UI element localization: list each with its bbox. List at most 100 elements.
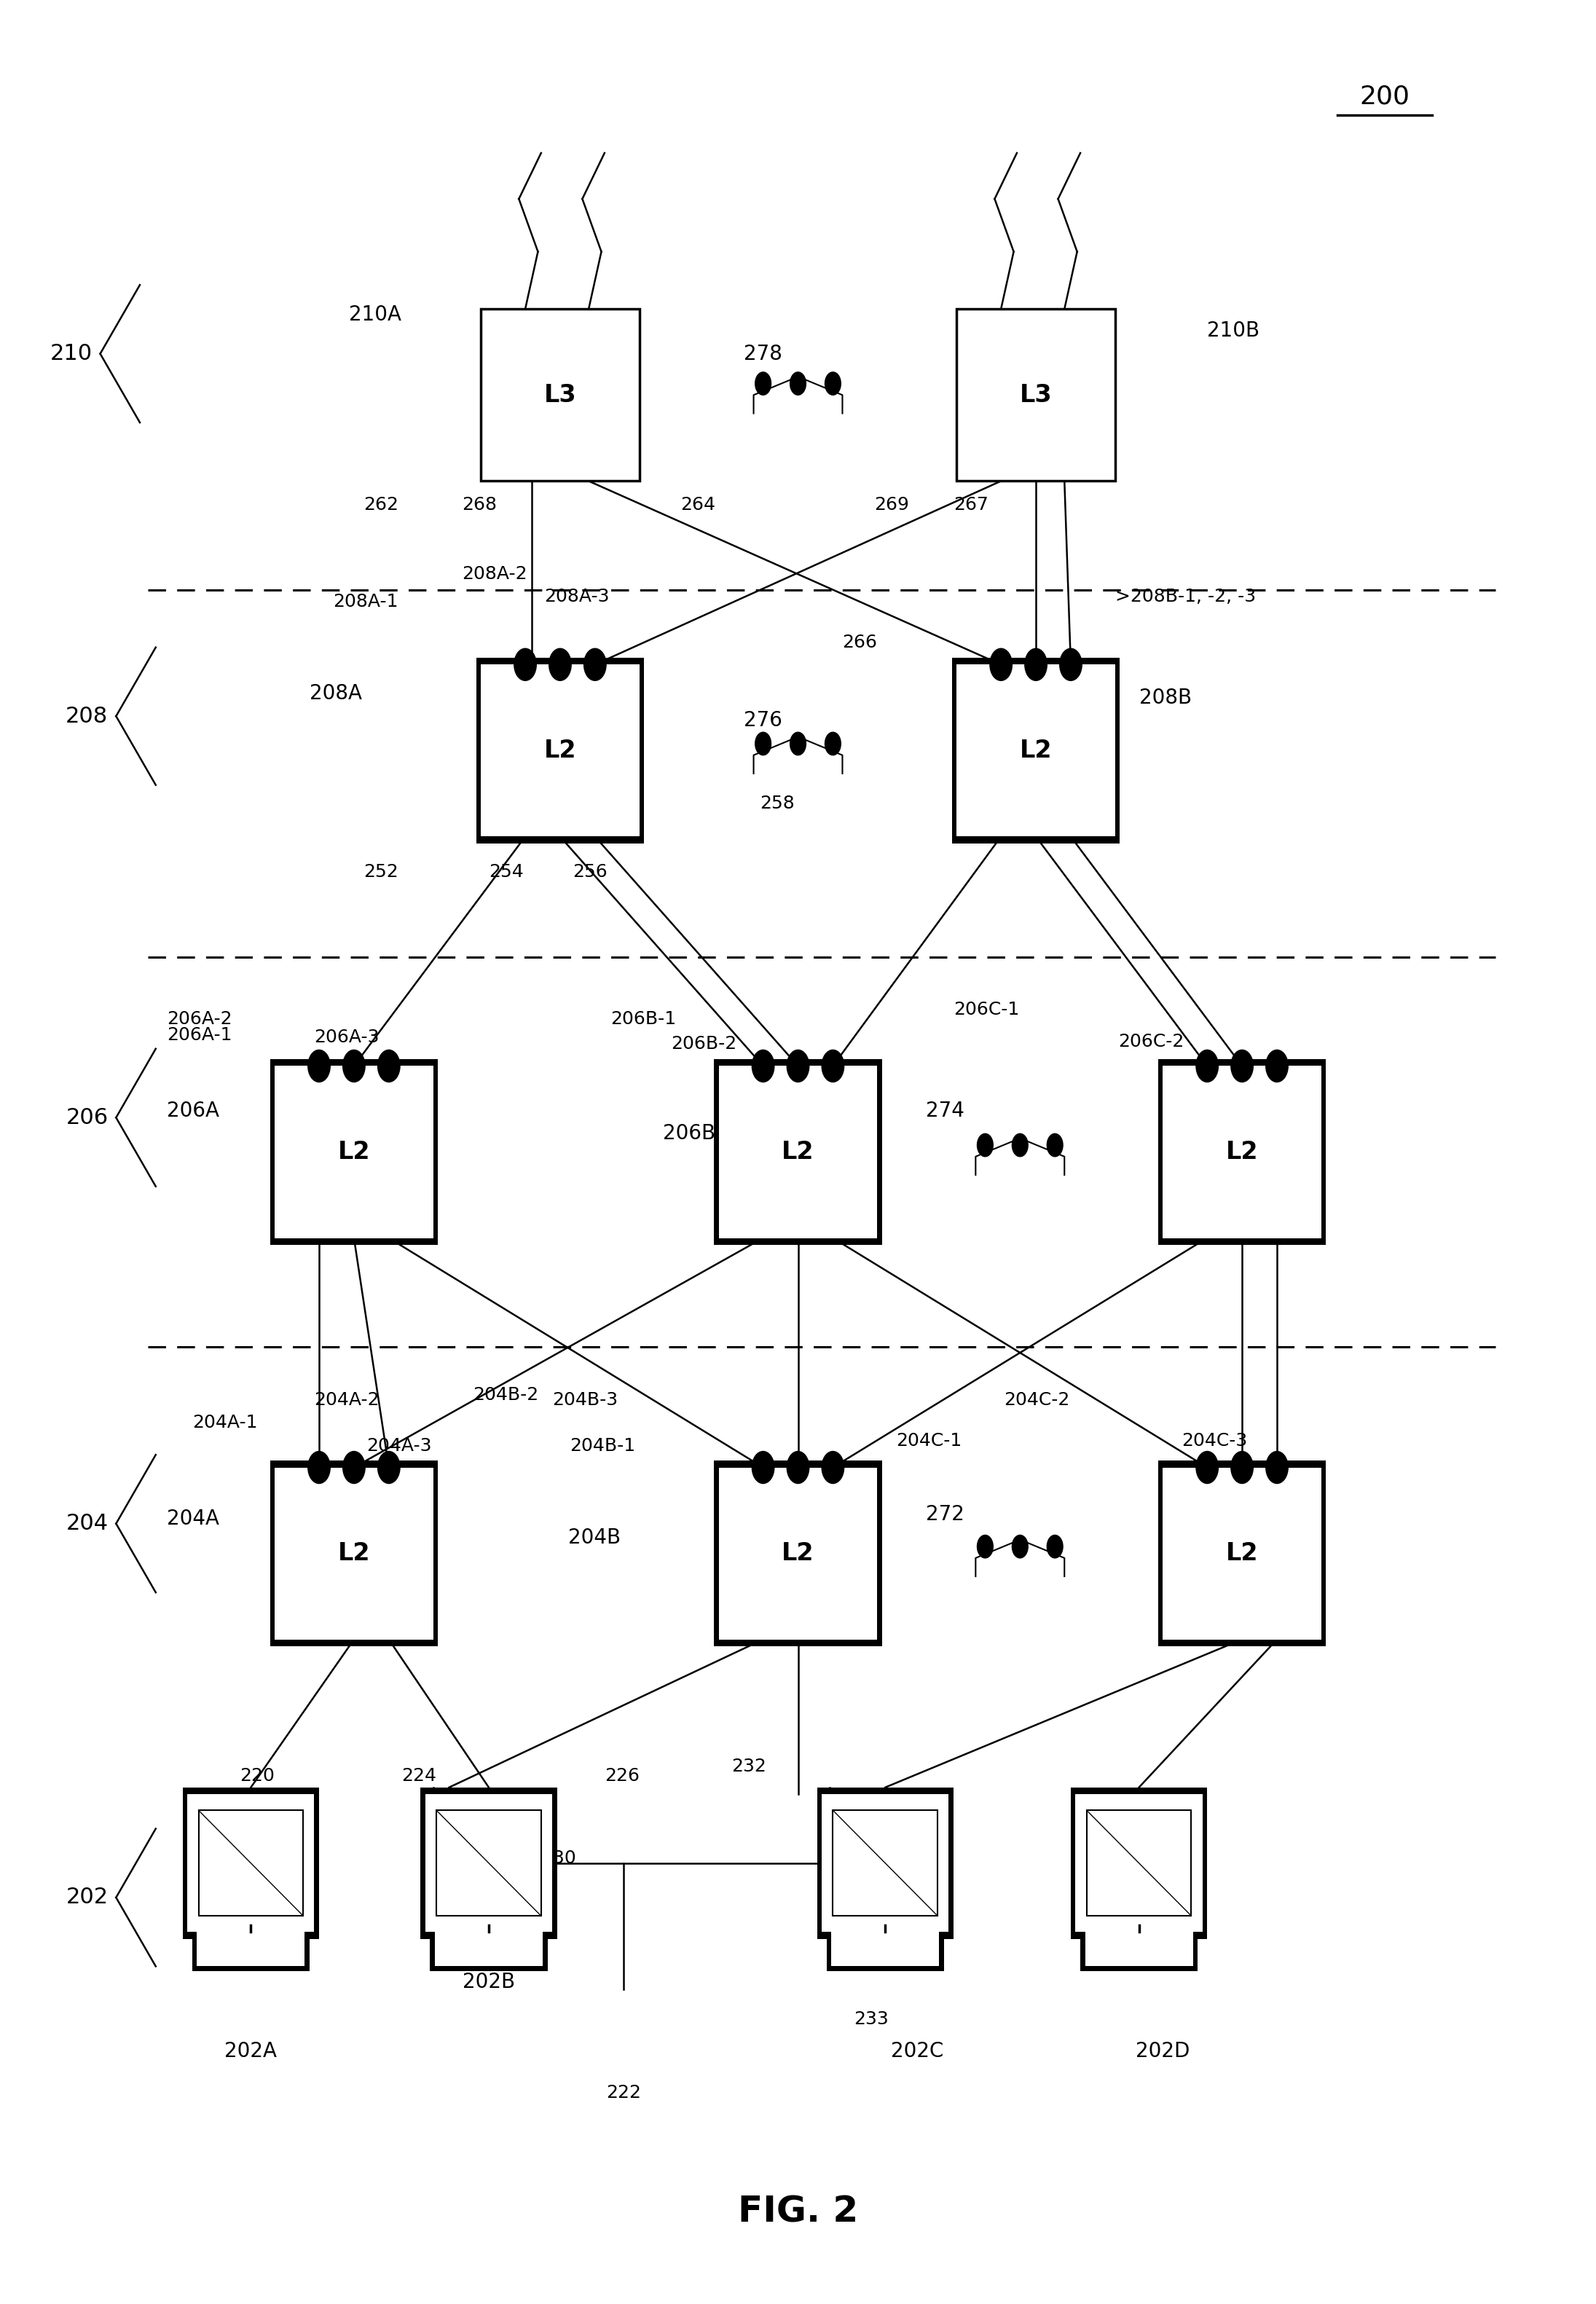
Circle shape [787,1051,809,1083]
Circle shape [1025,647,1047,680]
Text: 208: 208 [65,705,109,726]
Text: 208B: 208B [1140,687,1192,707]
Bar [480,664,640,836]
Bar [817,1788,953,1938]
Bar [270,1060,437,1244]
Circle shape [1047,1134,1063,1157]
Text: 226: 226 [605,1767,640,1786]
Bar [1087,1811,1191,1917]
Text: 254: 254 [488,864,523,880]
Circle shape [825,371,841,394]
Text: FIG. 2: FIG. 2 [737,2193,859,2230]
Bar [956,309,1116,482]
Text: 206: 206 [65,1106,109,1129]
Text: 204C-2: 204C-2 [1004,1392,1069,1408]
Bar [1085,1933,1192,1965]
Text: 252: 252 [364,864,399,880]
Text: 208A-1: 208A-1 [334,592,399,611]
Circle shape [755,371,771,394]
Text: 206B: 206B [662,1124,715,1143]
Bar [425,1795,552,1933]
Bar [1159,1060,1326,1244]
Text: 202A: 202A [225,2041,278,2062]
Circle shape [822,1051,844,1083]
Bar [832,1933,938,1965]
Circle shape [378,1051,401,1083]
Text: 206C-2: 206C-2 [1119,1032,1184,1051]
Bar [1071,1788,1207,1938]
Circle shape [790,371,806,394]
Bar [476,657,645,843]
Text: 266: 266 [843,634,878,652]
Bar [182,1788,319,1938]
Text: L2: L2 [1020,740,1052,763]
Bar [187,1795,314,1933]
Text: 210A: 210A [350,304,402,325]
Bar [833,1811,937,1917]
Circle shape [755,733,771,756]
Text: 269: 269 [875,495,910,514]
Circle shape [752,1452,774,1484]
Text: 204A: 204A [166,1509,219,1530]
Circle shape [1047,1534,1063,1558]
Circle shape [1012,1134,1028,1157]
Text: >208B-1, -2, -3: >208B-1, -2, -3 [1116,588,1256,606]
Bar [480,309,640,482]
Text: L3: L3 [544,382,576,408]
Circle shape [514,647,536,680]
Circle shape [1266,1452,1288,1484]
Bar [421,1788,557,1938]
Bar [822,1795,948,1933]
Text: 206B-1: 206B-1 [611,1009,677,1028]
Circle shape [990,647,1012,680]
Bar [713,1461,883,1647]
Text: 268: 268 [461,495,496,514]
Circle shape [1012,1534,1028,1558]
Bar [827,1931,943,1970]
Bar [951,657,1120,843]
Text: 208A-2: 208A-2 [461,564,527,583]
Text: 206A-1: 206A-1 [168,1028,231,1044]
Circle shape [1195,1452,1218,1484]
Circle shape [343,1452,365,1484]
Bar [713,1060,883,1244]
Text: L2: L2 [1226,1140,1258,1164]
Text: 224: 224 [402,1767,436,1786]
Text: 204B: 204B [568,1528,621,1548]
Text: 208A-3: 208A-3 [544,588,610,606]
Text: 206C-1: 206C-1 [953,1000,1020,1018]
Bar [429,1931,547,1970]
Text: 278: 278 [744,343,782,364]
Text: 272: 272 [926,1505,964,1525]
Text: 204B-1: 204B-1 [570,1438,635,1454]
Bar [196,1933,305,1965]
Text: 204C: 204C [1210,1528,1262,1548]
Bar [718,1067,878,1237]
Text: 206B-2: 206B-2 [672,1034,737,1053]
Text: L2: L2 [782,1140,814,1164]
Text: 206C: 206C [1207,1124,1259,1143]
Text: 204B-2: 204B-2 [472,1387,538,1403]
Bar [1163,1468,1321,1640]
Text: L2: L2 [782,1541,814,1564]
Bar [1163,1067,1321,1237]
Bar [192,1931,310,1970]
Text: 202: 202 [65,1887,109,1908]
Bar [198,1811,303,1917]
Circle shape [822,1452,844,1484]
Circle shape [343,1051,365,1083]
Text: 256: 256 [573,864,608,880]
Text: 232: 232 [731,1758,766,1776]
Text: 258: 258 [760,795,795,811]
Text: 202C: 202C [891,2041,943,2062]
Text: 202D: 202D [1136,2041,1191,2062]
Circle shape [787,1452,809,1484]
Bar [270,1461,437,1647]
Circle shape [1231,1051,1253,1083]
Circle shape [977,1134,993,1157]
Text: 208A: 208A [310,682,362,703]
Text: L2: L2 [544,740,576,763]
Text: 206A-2: 206A-2 [168,1009,231,1028]
Text: 264: 264 [680,495,715,514]
Text: 206A: 206A [166,1101,219,1122]
